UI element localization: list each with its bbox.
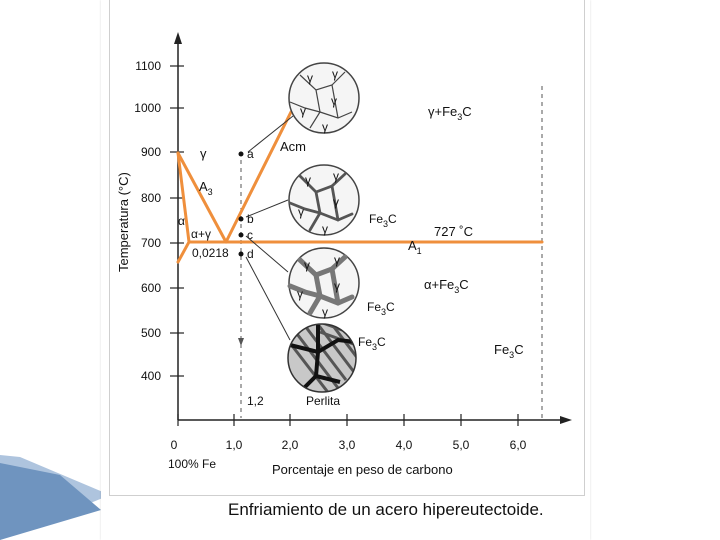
acm-line [224,110,293,244]
point-c-label: c [247,228,253,242]
micrograph-3-fe3c-label: Fe3C [367,300,395,317]
pointer-d [245,256,291,341]
micrograph-proeutectoid-network: γ γ γ γ γ Fe3C [287,247,395,319]
pointer-c [245,235,289,273]
point-b-dot [238,216,244,222]
point-d-dot [238,251,244,257]
cooling-arrow [238,338,244,346]
phase-alpha-fe3c-label: α+Fe3C [424,277,469,295]
grain-label: γ [307,71,313,85]
y-tick-label: 900 [141,145,161,159]
y-tick-label: 400 [141,369,161,383]
eutectoid-temp-label: 727 ˚C [434,224,473,239]
pointer-b [245,199,289,218]
grain-label: γ [298,205,304,219]
point-d-label: d [247,247,254,261]
a1-label: A1 [408,238,422,256]
alpha-solvus-line [176,151,191,264]
micrograph-2-fe3c-label: Fe3C [369,212,397,229]
grain-label: γ [331,94,337,108]
x-axis-label: Porcentaje en peso de carbono [272,462,453,477]
phase-alpha-gamma-label: α+γ [191,227,211,241]
point-a-label: a [247,147,254,161]
grain-label: γ [334,279,340,293]
y-axis-arrow [174,32,182,44]
x-tick-label: 3,0 [339,438,356,452]
micrograph-austenite: γ γ γ γ γ [288,62,360,134]
grain-label: γ [322,222,328,236]
x-tick-label: 1,0 [226,438,243,452]
composition-marker-label: 1,2 [247,394,264,408]
x-tick-label: 5,0 [453,438,470,452]
phase-lines [176,110,544,264]
a3-label: A3 [199,179,213,197]
y-tick-label: 800 [141,191,161,205]
grain-label: γ [304,258,310,272]
y-tick-label: 600 [141,281,161,295]
x-origin-note: 100% Fe [168,457,216,471]
figure-caption: Enfriamiento de un acero hipereutectoide… [228,500,544,519]
grain-label: γ [333,169,339,183]
grain-label: γ [322,305,328,319]
axes [177,40,565,421]
pointer-a [247,115,294,153]
grain-label: γ [334,253,340,267]
point-b-label: b [247,212,254,226]
figure-frame [109,0,585,496]
x-tick-label: 0 [171,438,178,452]
grain-label: γ [300,104,306,118]
grain-label: γ [305,173,311,187]
y-tick-label: 1100 [135,59,161,73]
y-tick-label: 700 [141,236,161,250]
point-c-dot [238,232,244,238]
grain-label: γ [297,287,303,301]
y-tick-marks [170,65,184,377]
a3-line [176,151,228,244]
phase-gamma-label: γ [200,146,207,161]
x-tick-label: 2,0 [282,438,299,452]
y-axis-label: Temperatura (°C) [116,172,131,272]
grain-label: γ [333,195,339,209]
point-a-dot [238,151,244,157]
micrograph-4-fe3c-label: Fe3C [358,335,386,352]
micrograph-proeutectoid-start: γ γ γ γ γ Fe3C [288,164,397,236]
y-tick-label: 1000 [134,101,161,115]
phase-alpha-label: α [178,214,185,228]
y-tick-label: 500 [141,326,161,340]
x-tick-marks [177,414,519,426]
grain-label: γ [332,67,338,81]
micrograph-4-caption: Perlita [306,394,340,408]
acm-label: Acm [280,139,306,154]
x-tick-label: 6,0 [510,438,527,452]
grain-label: γ [322,120,328,134]
eutectoid-comp-label: 0,0218 [192,246,229,260]
x-tick-label: 4,0 [396,438,413,452]
phase-fe3c-label: Fe3C [494,342,524,360]
x-axis-arrow [560,416,572,424]
phase-gamma-fe3c-label: γ+Fe3C [428,104,472,122]
